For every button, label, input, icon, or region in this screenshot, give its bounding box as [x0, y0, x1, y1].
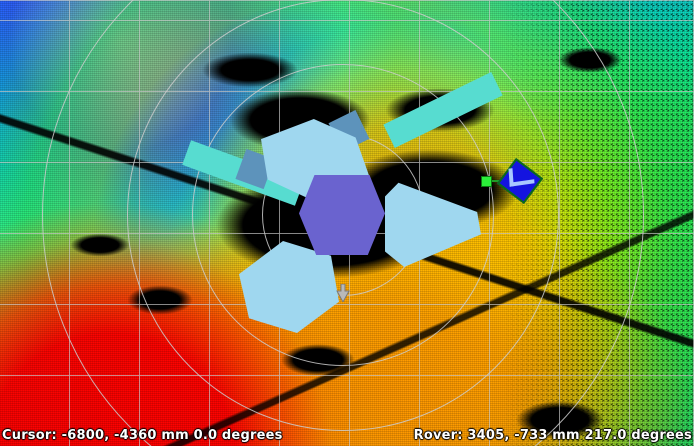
- lander-body: [299, 175, 385, 255]
- waypoint-marker[interactable]: [481, 176, 492, 187]
- cursor-arrow-icon: [336, 284, 350, 302]
- rover-position-readout: Rover: 3405, -733 mm 217.0 degrees: [413, 428, 692, 443]
- cursor-position-readout: Cursor: -6800, -4360 mm 0.0 degrees: [2, 428, 283, 443]
- rover-icon[interactable]: [496, 157, 544, 205]
- rover-heading-chevron-icon: [508, 165, 535, 187]
